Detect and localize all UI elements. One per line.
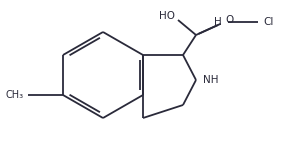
Text: Cl: Cl [263,17,273,27]
Text: O: O [225,15,233,25]
Text: CH₃: CH₃ [6,90,24,100]
Text: HO: HO [159,11,175,21]
Text: H: H [214,17,222,27]
Text: NH: NH [203,75,219,85]
